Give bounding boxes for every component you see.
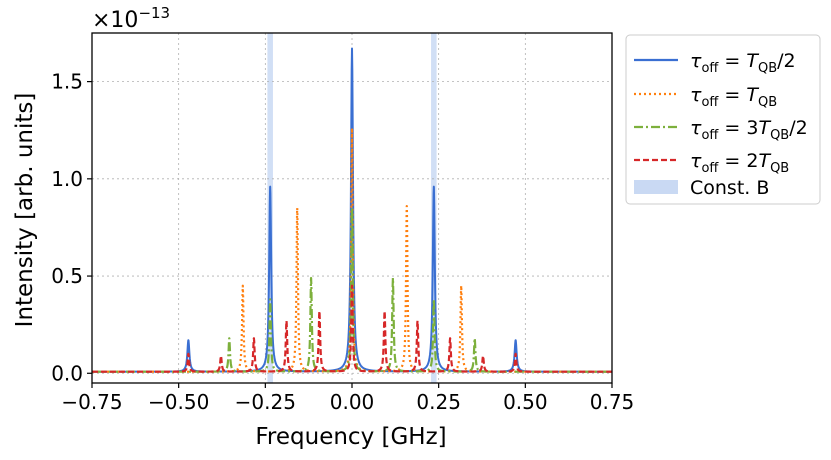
legend: τoff = TQB/2 τoff = TQB τoff = 3TQB/2 τoff … xyxy=(625,34,821,205)
x-ticks: −0.75 −0.50 −0.25 0.00 0.25 0.50 0.75 xyxy=(61,383,634,414)
x-tick-label: −0.75 xyxy=(61,390,122,414)
y-scale-exponent: −13 xyxy=(138,4,170,22)
legend-label: τoff = TQB/2 xyxy=(690,50,796,76)
legend-label: τoff = 3TQB/2 xyxy=(690,117,808,143)
legend-label: τoff = TQB xyxy=(690,84,777,110)
x-tick-label: 0.00 xyxy=(330,390,375,414)
x-tick-label: 0.50 xyxy=(503,390,548,414)
legend-label: τoff = 2TQB xyxy=(690,150,789,176)
y-tick-label: 1.0 xyxy=(51,167,83,191)
series-line xyxy=(91,206,613,373)
x-axis-label: Frequency [GHz] xyxy=(255,424,446,450)
series-line xyxy=(91,284,613,373)
legend-box xyxy=(625,34,821,205)
x-tick-label: 0.25 xyxy=(416,390,461,414)
y-tick-label: 1.5 xyxy=(51,70,83,94)
series-lines xyxy=(91,47,613,373)
y-ticks: 0.0 0.5 1.0 1.5 xyxy=(51,70,92,385)
x-tick-label: −0.50 xyxy=(148,390,209,414)
y-scale-label: ×10−13 xyxy=(92,4,170,33)
y-tick-label: 0.0 xyxy=(51,361,83,385)
y-scale-factor: ×10 xyxy=(92,8,138,33)
y-tick-label: 0.5 xyxy=(51,264,83,288)
y-axis-label: Intensity [arb. units] xyxy=(12,93,38,328)
legend-swatch-band xyxy=(634,180,678,194)
x-tick-label: 0.75 xyxy=(590,390,635,414)
legend-label: Const. B xyxy=(690,177,769,199)
x-tick-label: −0.25 xyxy=(235,390,296,414)
